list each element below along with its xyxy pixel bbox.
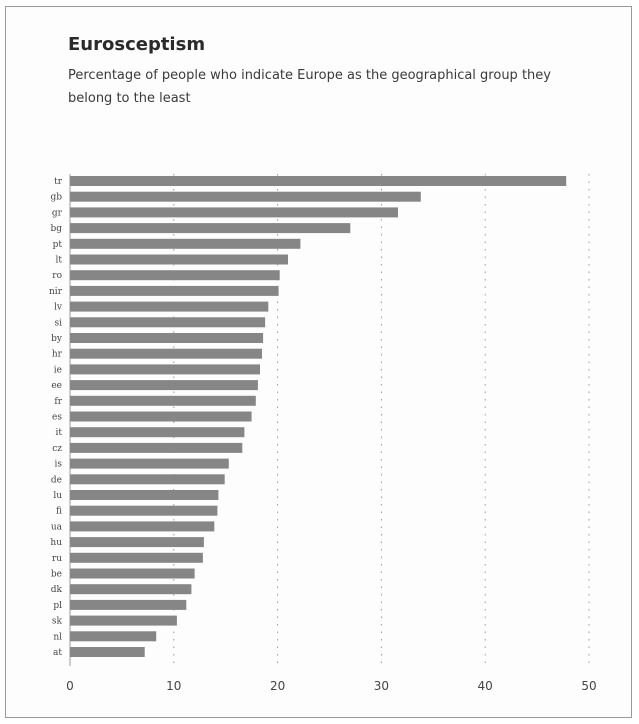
x-tick-label-40: 40 [478,679,493,693]
bar-pl [70,599,187,610]
bar-hr [70,348,262,359]
x-tick-label-20: 20 [270,679,285,693]
bar-ru [70,552,203,563]
bar-fi [70,505,218,516]
bar-by [70,333,264,343]
bar-es [70,411,252,422]
bar-lu [70,490,219,500]
category-label-sk: sk [52,617,63,627]
bar-lt [70,254,288,265]
category-label-pt: pt [53,240,63,250]
bar-ua [70,521,215,532]
category-label-gb: gb [50,193,62,203]
bar-ro [70,270,280,281]
category-label-fi: fi [56,507,62,517]
chart-subtitle: Percentage of people who indicate Europe… [68,68,551,106]
bar-at [70,647,145,657]
category-label-pl: pl [53,601,62,611]
bar-dk [70,584,192,595]
bar-it [70,427,245,438]
chart-title: Eurosceptism [68,34,206,55]
bar-ie [70,364,260,375]
category-label-es: es [52,413,62,423]
category-label-gr: gr [52,208,63,218]
bar-si [70,317,266,328]
bar-hu [70,537,204,548]
chart-frame [5,6,632,718]
category-label-lv: lv [54,303,63,313]
category-label-cz: cz [52,444,62,454]
bar-ee [70,380,258,391]
x-tick-label-50: 50 [581,679,596,693]
category-label-bg: bg [50,224,62,234]
bar-de [70,474,225,485]
bar-is [70,458,229,469]
bar-nl [70,631,157,642]
category-label-at: at [53,648,62,658]
x-tick-label-30: 30 [374,679,389,693]
category-label-lu: lu [53,491,62,501]
bar-tr [70,176,567,186]
category-label-it: it [56,428,63,438]
category-label-is: is [55,460,63,470]
bar-be [70,568,195,579]
bar-bg [70,223,351,234]
bar-gr [70,207,398,218]
category-label-nir: nir [49,287,63,297]
category-label-de: de [51,475,62,485]
bar-fr [70,395,256,406]
category-label-ee: ee [51,381,62,391]
category-label-hu: hu [50,538,62,548]
bar-pt [70,238,301,249]
category-label-si: si [55,318,63,328]
category-label-tr: tr [54,177,63,187]
category-label-lt: lt [56,256,63,266]
category-label-by: by [51,334,63,344]
category-label-ie: ie [54,365,62,375]
category-label-be: be [51,570,62,580]
x-tick-label-10: 10 [166,679,181,693]
bar-cz [70,442,243,453]
bar-sk [70,615,177,626]
bar-gb [70,191,421,202]
category-label-dk: dk [51,585,63,595]
bar-lv [70,301,269,312]
category-label-ru: ru [52,554,62,564]
category-label-fr: fr [54,397,62,407]
bar-nir [70,285,279,296]
category-label-hr: hr [52,350,63,360]
category-label-ro: ro [52,271,62,281]
category-label-nl: nl [53,632,62,642]
x-tick-label-0: 0 [66,679,74,693]
category-label-ua: ua [51,522,63,532]
